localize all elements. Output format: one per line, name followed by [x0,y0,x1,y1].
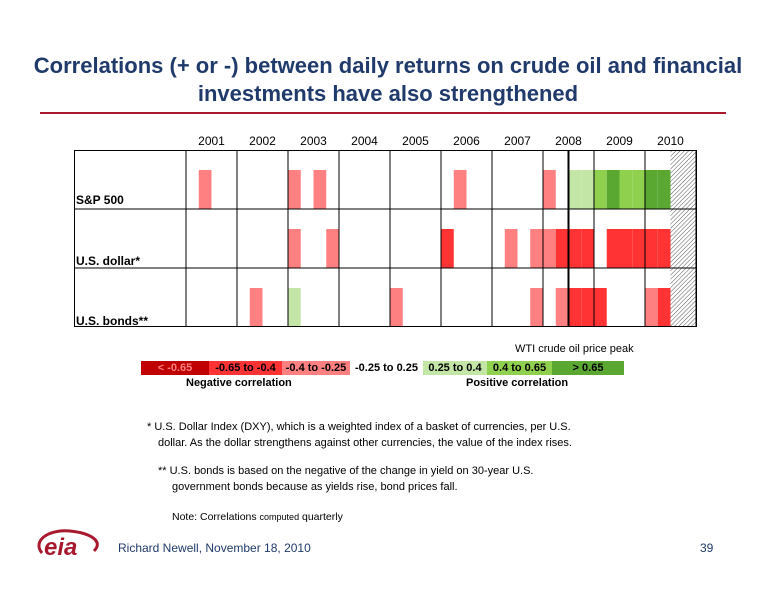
heatmap-cell [441,229,454,268]
heatmap-cell [288,229,301,268]
heatmap-cell [645,288,658,327]
year-label: 2006 [453,134,480,148]
page-number: 39 [700,541,714,555]
heatmap-cell [453,170,467,209]
heatmap-cell [632,229,645,268]
year-label: 2007 [504,134,531,148]
row-label-us-bonds: U.S. bonds** [76,314,149,328]
heatmap-cell [657,229,671,268]
heatmap-cell [555,229,569,268]
heatmap-cell [568,229,582,268]
heatmap-cell [249,288,263,327]
year-label: 2005 [402,134,429,148]
heatmap-cell [288,288,301,327]
heatmap-cell [568,288,582,327]
eia-logo-text: eia [44,534,77,561]
legend-item: 0.4 to 0.65 [487,361,552,375]
legend-positive-caption: Positive correlation [466,377,569,389]
bonds-footnote-line1: ** U.S. bonds is based on the negative o… [158,465,534,477]
heatmap-cell [530,229,543,268]
heatmap-cell [288,170,301,209]
heatmap-cell [619,170,633,209]
note-prefix: Note: Correlations [172,511,260,523]
year-axis: 2001 2002 2003 2004 2005 2006 2007 2008 2009 2010 [0,134,776,150]
heatmap-cell [326,229,339,268]
legend-negative-caption: Negative correlation [186,377,292,389]
correlation-note: Note: Correlations computed quarterly [172,509,343,525]
heatmap-cell [504,229,518,268]
heatmap-cell [530,288,543,327]
legend-item: -0.4 to -0.25 [282,361,350,375]
note-computed: computed [259,512,300,522]
note-suffix: quarterly [299,511,343,523]
year-label: 2009 [606,134,633,148]
heatmap-cell [657,288,671,327]
slide-title: Correlations (+ or -) between daily retu… [33,53,743,106]
legend-item: < -0.65 [141,361,209,375]
heatmap-cell [645,229,658,268]
future-hatch [670,150,697,327]
heatmap-cell [555,288,569,327]
legend-item: > 0.65 [552,361,624,375]
oil-peak-label: WTI crude oil price peak [515,343,634,355]
heatmap-cell [568,170,582,209]
heatmap-cell [198,170,212,209]
legend-item: 0.25 to 0.4 [423,361,487,375]
year-label: 2004 [351,134,378,148]
row-label-us-dollar: U.S. dollar* [76,254,141,268]
dollar-footnote-line1: * U.S. Dollar Index (DXY), which is a we… [147,421,571,433]
heatmap-cell [313,170,327,209]
eia-logo-icon: eia [37,529,99,561]
bonds-footnote-line2: government bonds because as yields rise,… [172,481,458,493]
footer-author: Richard Newell, November 18, 2010 [118,541,311,555]
heatmap-cell [594,170,607,209]
heatmap-svg [74,150,697,327]
title-divider [40,112,726,114]
heatmap-cell [390,288,403,327]
dollar-footnote-line2: dollar. As the dollar strengthens agains… [158,437,572,449]
year-label: 2010 [657,134,684,148]
year-label: 2003 [300,134,327,148]
heatmap-cell [619,229,633,268]
row-label-sp500: S&P 500 [76,193,124,207]
heatmap-cell [543,170,556,209]
legend-item: -0.25 to 0.25 [350,361,423,375]
bonds-footnote: ** U.S. bonds is based on the negative o… [158,463,533,495]
heatmap-cell [632,170,645,209]
year-label: 2001 [198,134,225,148]
heatmap-cell [606,229,620,268]
year-label: 2002 [249,134,276,148]
legend-item: -0.65 to -0.4 [209,361,282,375]
correlation-heatmap [74,150,697,327]
heatmap-cell [543,229,556,268]
heatmap-cell [606,170,620,209]
heatmap-cell [581,229,594,268]
heatmap-cell [581,288,594,327]
heatmap-cell [645,170,658,209]
heatmap-cell [657,170,671,209]
year-label: 2008 [555,134,582,148]
dollar-footnote: * U.S. Dollar Index (DXY), which is a we… [147,419,572,451]
heatmap-cell [581,170,594,209]
heatmap-cell [594,288,607,327]
